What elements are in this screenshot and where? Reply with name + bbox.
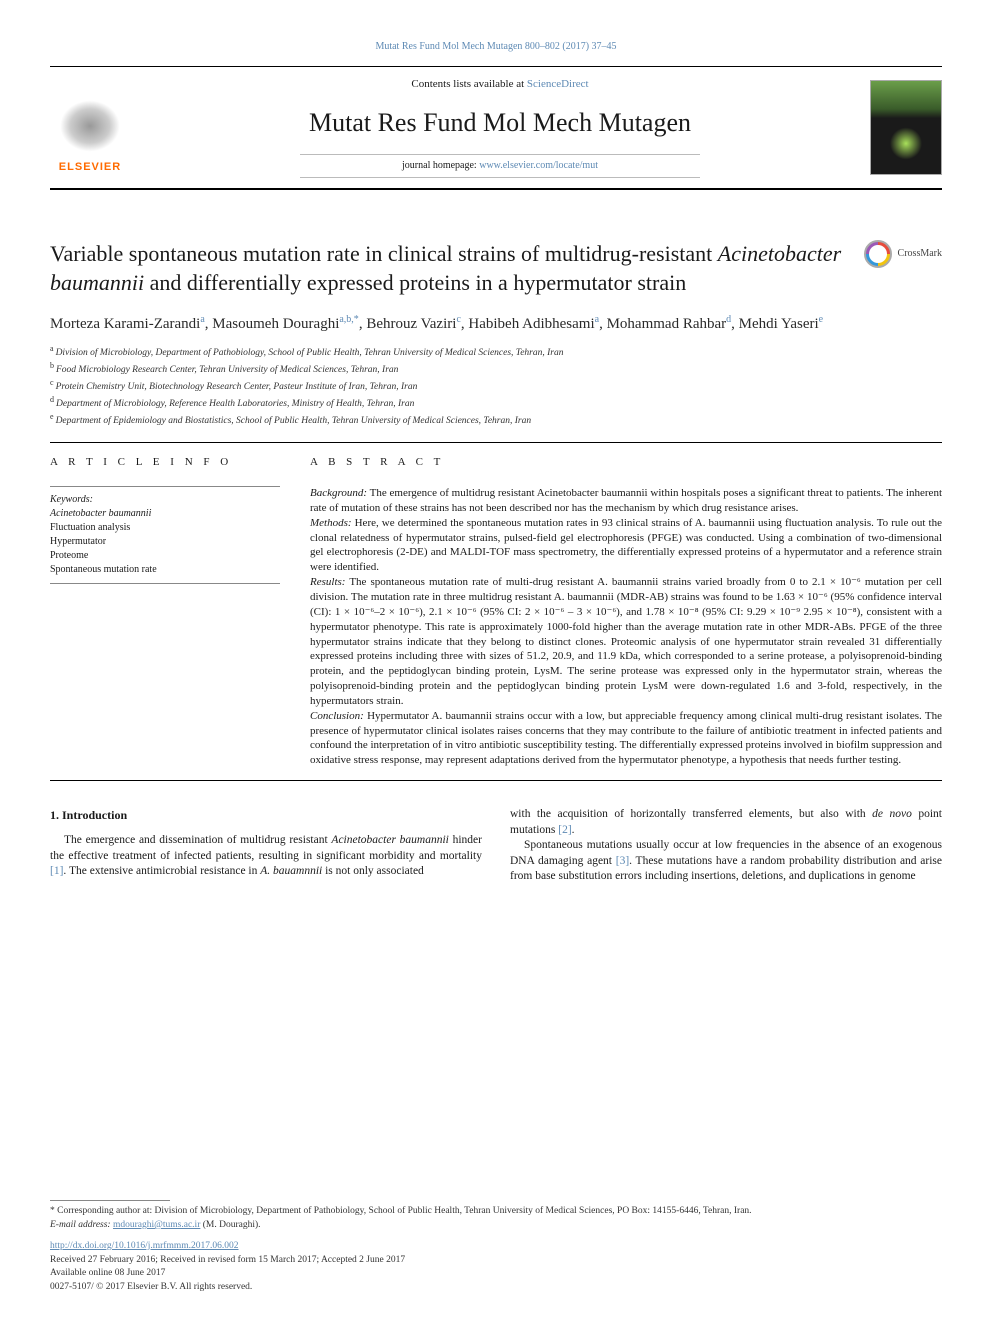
online-line: Available online 08 June 2017 <box>50 1267 942 1280</box>
journal-homepage-link[interactable]: www.elsevier.com/locate/mut <box>479 160 598 171</box>
abstract-text: Background: The emergence of multidrug r… <box>310 486 942 768</box>
corresponding-author: * Corresponding author at: Division of M… <box>50 1205 942 1218</box>
email-line: E-mail address: mdouraghi@tums.ac.ir (M.… <box>50 1219 942 1232</box>
affiliations-list: aDivision of Microbiology, Department of… <box>50 344 942 428</box>
affiliation-item: aDivision of Microbiology, Department of… <box>50 344 942 360</box>
copyright-line: 0027-5107/ © 2017 Elsevier B.V. All righ… <box>50 1281 942 1294</box>
body-column-left: 1. Introduction The emergence and dissem… <box>50 807 482 885</box>
affiliation-item: bFood Microbiology Research Center, Tehr… <box>50 361 942 377</box>
abstract-background: The emergence of multidrug resistant Aci… <box>310 487 942 514</box>
intro-paragraph-right-1: with the acquisition of horizontally tra… <box>510 807 942 838</box>
keyword-item: Acinetobacter baumannii <box>50 507 280 521</box>
rule-above-meta <box>50 442 942 443</box>
contents-lists-line: Contents lists available at ScienceDirec… <box>150 77 850 92</box>
crossmark-badge[interactable]: CrossMark <box>864 240 942 268</box>
abstract-methods-label: Methods: <box>310 517 352 529</box>
footnotes: * Corresponding author at: Division of M… <box>50 1194 942 1295</box>
journal-reference-top: Mutat Res Fund Mol Mech Mutagen 800–802 … <box>50 40 942 54</box>
affiliation-item: cProtein Chemistry Unit, Biotechnology R… <box>50 378 942 394</box>
journal-title: Mutat Res Fund Mol Mech Mutagen <box>150 105 850 140</box>
rule-below-meta <box>50 780 942 781</box>
abstract-conclusion-label: Conclusion: <box>310 710 364 722</box>
abstract-results: The spontaneous mutation rate of multi-d… <box>310 576 942 707</box>
contents-lists-pre: Contents lists available at <box>411 78 526 90</box>
corresponding-email-link[interactable]: mdouraghi@tums.ac.ir <box>113 1220 200 1230</box>
doi-link[interactable]: http://dx.doi.org/10.1016/j.mrfmmm.2017.… <box>50 1241 239 1251</box>
abstract-results-label: Results: <box>310 576 345 588</box>
keyword-item: Hypermutator <box>50 535 280 549</box>
elsevier-logo: ELSEVIER <box>50 80 130 175</box>
intro-paragraph-right-2: Spontaneous mutations usually occur at l… <box>510 838 942 885</box>
elsevier-wordmark: ELSEVIER <box>59 160 121 175</box>
abstract-conclusion: Hypermutator A. baumannii strains occur … <box>310 710 942 767</box>
body-columns: 1. Introduction The emergence and dissem… <box>50 807 942 885</box>
crossmark-label: CrossMark <box>898 247 942 261</box>
introduction-heading: 1. Introduction <box>50 807 482 823</box>
journal-cover-thumbnail <box>870 80 942 175</box>
received-line: Received 27 February 2016; Received in r… <box>50 1254 942 1267</box>
footnote-rule <box>50 1200 170 1201</box>
email-post: (M. Douraghi). <box>200 1220 260 1230</box>
abstract-column: A B S T R A C T Background: The emergenc… <box>310 455 942 768</box>
affiliation-item: dDepartment of Microbiology, Reference H… <box>50 395 942 411</box>
article-info-label: A R T I C L E I N F O <box>50 455 280 470</box>
sciencedirect-link[interactable]: ScienceDirect <box>527 78 589 90</box>
keywords-heading: Keywords: <box>50 493 280 507</box>
keyword-item: Spontaneous mutation rate <box>50 563 280 577</box>
title-part2: and differentially expressed proteins in… <box>144 270 686 295</box>
elsevier-tree-icon <box>55 96 125 156</box>
keywords-block: Keywords: Acinetobacter baumannii Fluctu… <box>50 486 280 584</box>
abstract-methods: Here, we determined the spontaneous muta… <box>310 517 942 574</box>
abstract-background-label: Background: <box>310 487 367 499</box>
article-title: Variable spontaneous mutation rate in cl… <box>50 240 844 297</box>
article-info-column: A R T I C L E I N F O Keywords: Acinetob… <box>50 455 280 768</box>
affiliation-item: eDepartment of Epidemiology and Biostati… <box>50 412 942 428</box>
keyword-item: Fluctuation analysis <box>50 521 280 535</box>
body-column-right: with the acquisition of horizontally tra… <box>510 807 942 885</box>
intro-paragraph-left: The emergence and dissemination of multi… <box>50 833 482 880</box>
crossmark-icon <box>864 240 892 268</box>
masthead: ELSEVIER Contents lists available at Sci… <box>50 66 942 190</box>
abstract-label: A B S T R A C T <box>310 455 942 470</box>
title-part1: Variable spontaneous mutation rate in cl… <box>50 241 718 266</box>
email-label: E-mail address: <box>50 1220 113 1230</box>
journal-homepage-line: journal homepage: www.elsevier.com/locat… <box>300 154 700 178</box>
homepage-pre: journal homepage: <box>402 160 479 171</box>
masthead-center: Contents lists available at ScienceDirec… <box>150 77 850 178</box>
keyword-item: Proteome <box>50 549 280 563</box>
authors-list: Morteza Karami-Zarandia, Masoumeh Dourag… <box>50 313 942 334</box>
